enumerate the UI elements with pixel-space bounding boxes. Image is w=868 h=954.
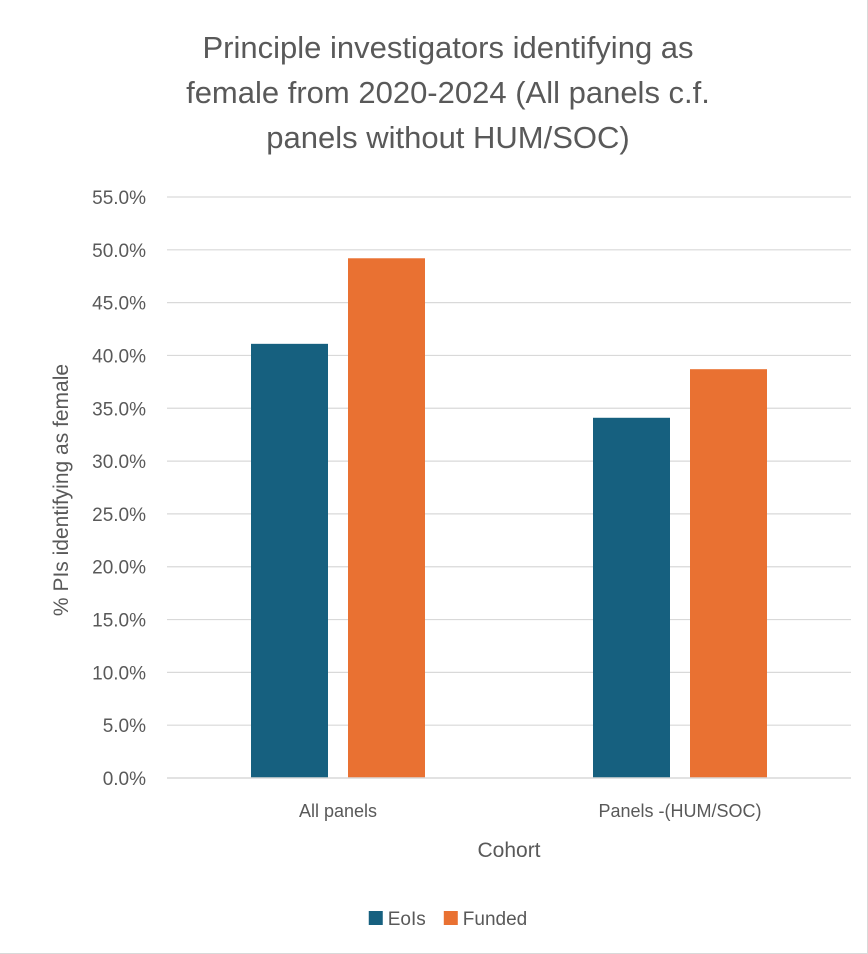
- y-tick-label: 35.0%: [92, 399, 146, 420]
- x-category-label: Panels -(HUM/SOC): [598, 801, 761, 821]
- chart-title-line-3: panels without HUM/SOC): [266, 120, 630, 155]
- y-tick-label: 0.0%: [103, 769, 146, 790]
- chart-title: Principle investigators identifying as f…: [186, 30, 710, 155]
- legend-label: EoIs: [388, 909, 426, 930]
- legend: EoIs Funded: [368, 909, 527, 930]
- y-axis-title: % PIs identifying as female: [50, 364, 73, 616]
- legend-swatch: [368, 911, 383, 925]
- legend-label: Funded: [463, 909, 527, 930]
- legend-item-eois: EoIs: [368, 909, 426, 930]
- bar-funded-1: [348, 258, 425, 778]
- y-tick-label: 10.0%: [92, 663, 146, 684]
- chart-title-line-1: Principle investigators identifying as: [202, 30, 693, 65]
- y-tick-label: 25.0%: [92, 505, 146, 526]
- y-tick-label: 55.0%: [92, 188, 146, 209]
- y-tick-label: 45.0%: [92, 294, 146, 315]
- y-tick-label: 5.0%: [103, 716, 146, 737]
- y-tick-label: 15.0%: [92, 611, 146, 632]
- y-tick-label: 50.0%: [92, 241, 146, 262]
- bars: [251, 258, 767, 778]
- bar-funded-2: [690, 369, 767, 778]
- y-axis-tick-labels: 0.0% 5.0% 10.0% 15.0% 20.0% 25.0% 30.0% 35.0% 40…: [92, 188, 146, 790]
- y-tick-label: 20.0%: [92, 558, 146, 579]
- bar-eois-1: [251, 343, 328, 778]
- x-axis-title: Cohort: [477, 839, 540, 862]
- x-axis-category-labels: All panels Panels -(HUM/SOC): [299, 801, 762, 821]
- x-category-label: All panels: [299, 801, 377, 821]
- legend-swatch: [443, 911, 458, 925]
- y-tick-label: 40.0%: [92, 346, 146, 367]
- chart-title-line-2: female from 2020-2024 (All panels c.f.: [186, 75, 710, 110]
- bar-eois-2: [593, 417, 670, 778]
- y-tick-label: 30.0%: [92, 452, 146, 473]
- legend-item-funded: Funded: [443, 909, 527, 930]
